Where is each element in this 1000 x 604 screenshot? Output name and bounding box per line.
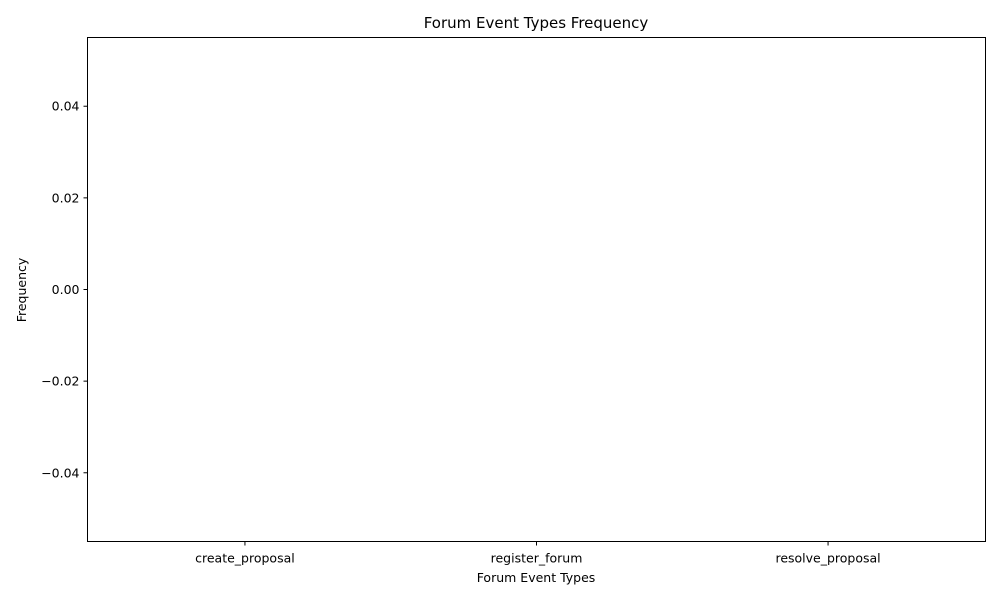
x-tick-label: resolve_proposal xyxy=(775,551,880,566)
y-tick-label: 0.04 xyxy=(52,99,80,114)
y-axis-label: Frequency xyxy=(14,257,29,322)
x-axis: create_proposal register_forum resolve_pro… xyxy=(195,541,881,566)
y-tick-label: 0.00 xyxy=(52,282,80,297)
y-tick-label: −0.02 xyxy=(41,374,79,389)
y-tick-label: 0.02 xyxy=(52,190,80,205)
x-tick-label: register_forum xyxy=(491,551,583,566)
plot-frame xyxy=(87,37,986,542)
y-axis: −0.04 −0.02 0.00 0.02 0.04 xyxy=(41,99,88,480)
x-tick-label: create_proposal xyxy=(195,551,295,566)
x-axis-label: Forum Event Types xyxy=(477,570,596,585)
chart-title: Forum Event Types Frequency xyxy=(424,14,649,32)
y-tick-label: −0.04 xyxy=(41,465,79,480)
